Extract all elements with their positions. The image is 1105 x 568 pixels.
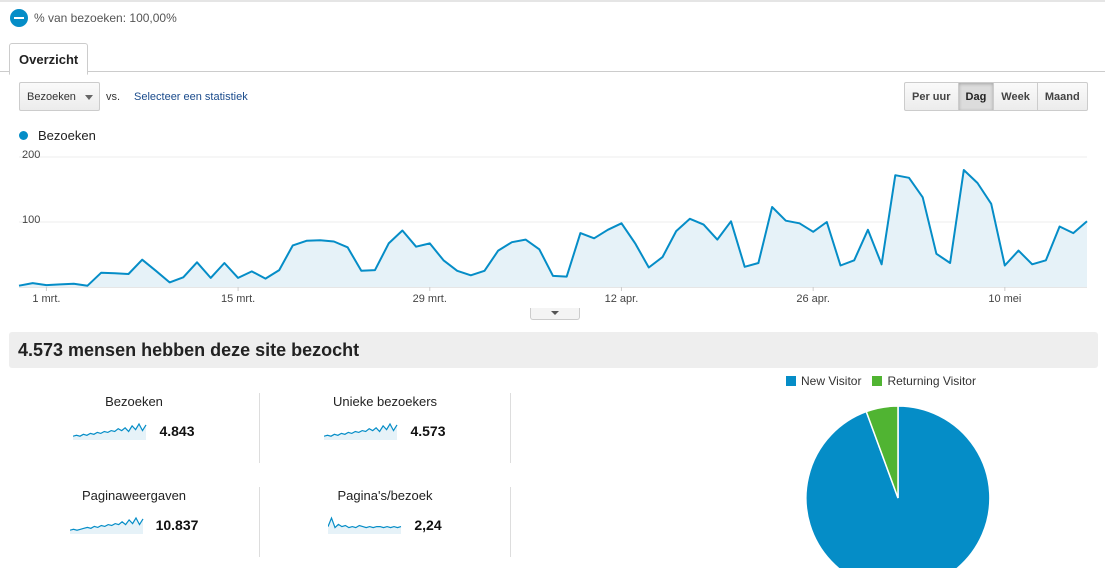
legend-swatch-icon [786,376,796,386]
sparkline [69,516,144,534]
stat-value: 10.837 [155,517,199,533]
x-tick-label: 12 apr. [605,293,639,305]
legend-item-returning[interactable]: Returning Visitor [872,374,976,388]
legend-label: New Visitor [801,374,862,388]
divider [510,393,511,463]
period-toggle: Per uur Dag Week Maand [904,82,1088,111]
sparkline [328,516,402,534]
sparkline-line [324,422,398,437]
stat-pageviews: Paginaweergaven 10.837 [59,488,209,534]
tab-bar: Overzicht [9,43,89,75]
divider [259,487,260,557]
legend-swatch-icon [872,376,883,386]
stat-value: 2,24 [414,517,442,533]
tab-underline [0,71,1105,72]
chart-legend-label: Bezoeken [38,128,96,143]
series-area [19,170,1087,287]
sparkline [73,422,147,440]
x-tick-label: 29 mrt. [413,293,447,305]
y-tick-label: 100 [22,214,40,226]
chart-legend: Bezoeken [19,128,96,143]
chart-collapse-handle[interactable] [530,308,580,320]
sparkline-area [328,518,402,534]
top-border [0,0,1105,2]
sparkline-line [328,516,402,529]
divider [510,487,511,557]
legend-label: Returning Visitor [887,374,976,388]
segment-icon [10,9,28,27]
sparkline [324,422,398,440]
divider [259,393,260,463]
stat-unique-visitors: Unieke bezoekers 4.573 [310,394,460,440]
period-maand-button[interactable]: Maand [1036,82,1088,111]
select-statistic-link[interactable]: Selecteer een statistiek [134,91,248,103]
metric-select-label: Bezoeken [27,90,76,103]
pie-slice-new-visitor[interactable] [805,405,991,568]
x-tick-label: 1 mrt. [32,293,60,305]
stat-value: 4.573 [410,423,446,439]
stat-value: 4.843 [159,423,195,439]
stat-visits: Bezoeken 4.843 [59,394,209,440]
summary-title: 4.573 mensen hebben deze site bezocht [18,340,360,360]
x-tick-label: 10 mei [988,293,1021,305]
series-dot-icon [19,131,28,140]
stat-pages-per-visit: Pagina's/bezoek 2,24 [310,488,460,534]
chevron-down-icon [85,95,93,100]
legend-item-new[interactable]: New Visitor [786,374,861,388]
metric-select[interactable]: Bezoeken [19,82,100,111]
stat-title: Pagina's/bezoek [337,488,433,503]
pie-slice-returning-visitor[interactable] [865,405,899,499]
y-tick-label: 200 [22,149,40,161]
sparkline-line [69,516,144,531]
x-tick-label: 26 apr. [796,293,830,305]
segment-label: % van bezoeken: 100,00% [34,11,177,25]
vs-label: vs. [106,91,121,103]
summary-header: 4.573 mensen hebben deze site bezocht [9,332,1098,368]
visitor-type-pie-chart[interactable] [800,400,1000,568]
period-week-button[interactable]: Week [993,82,1038,111]
series-line [18,169,1088,287]
stat-title: Unieke bezoekers [332,394,438,409]
segment-indicator[interactable]: % van bezoeken: 100,00% [10,9,177,27]
tab-overzicht[interactable]: Overzicht [9,43,89,75]
x-tick-label: 15 mrt. [221,293,255,305]
visits-line-chart[interactable]: 100 200 1 mrt. 15 mrt. 29 mrt. 12 apr. 26 apr.… [0,145,1105,310]
period-per-uur-button[interactable]: Per uur [904,82,959,111]
period-dag-button[interactable]: Dag [957,82,995,111]
pie-legend: New Visitor Returning Visitor [786,374,987,388]
sparkline-line [73,422,147,437]
stat-title: Paginaweergaven [81,488,187,503]
stat-title: Bezoeken [105,394,163,409]
